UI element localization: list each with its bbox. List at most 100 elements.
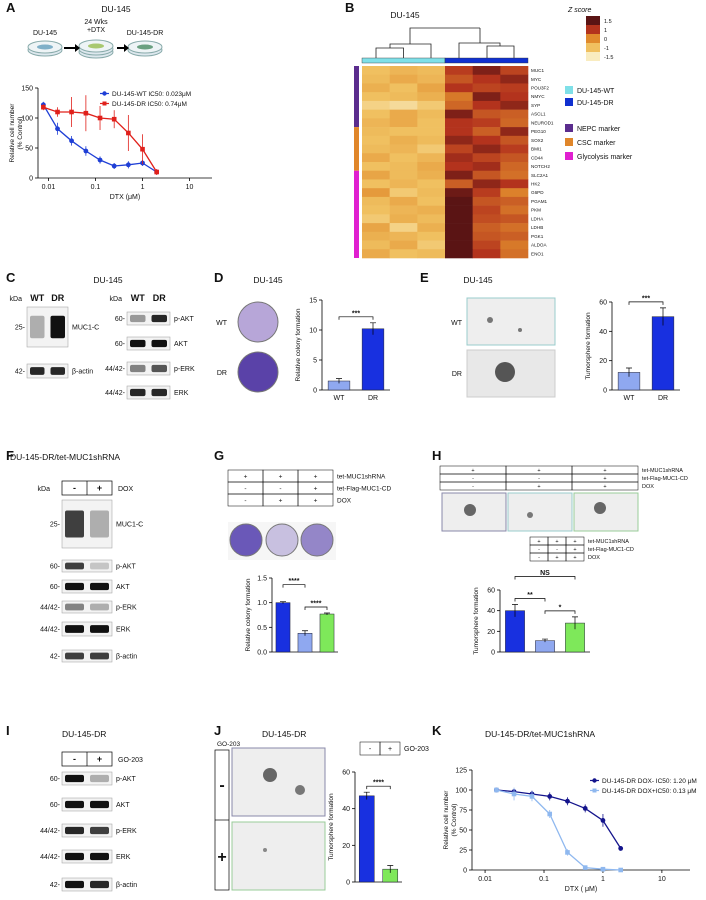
error-bar	[626, 367, 632, 377]
heat-cell	[472, 188, 501, 198]
lane-label: DR	[153, 293, 166, 303]
heat-cell	[472, 214, 501, 224]
lane-label: DR	[51, 293, 64, 303]
point	[55, 109, 60, 115]
lane-label: +	[97, 483, 102, 493]
point	[111, 163, 117, 169]
x-tick-label: 0.01	[478, 876, 492, 883]
panel-letter: K	[432, 723, 442, 738]
heat-cell	[500, 109, 529, 119]
table-sign: -	[244, 497, 246, 504]
heat-cell	[389, 66, 418, 76]
table-sign: +	[537, 468, 540, 474]
heat-cell	[500, 196, 529, 206]
heat-cell	[500, 205, 529, 215]
heat-cell	[445, 214, 473, 224]
heat-cell	[417, 214, 446, 224]
x-axis-label: DTX (μM)	[110, 194, 140, 201]
gene-label: PEG10	[531, 129, 546, 134]
panel-letter: E	[420, 270, 429, 285]
heat-cell	[362, 109, 390, 119]
error-bar	[363, 791, 370, 800]
heat-cell	[500, 223, 529, 233]
heat-cell	[389, 144, 418, 154]
heat-cell	[445, 118, 473, 128]
heat-cell	[445, 144, 473, 154]
table-label: DOX	[642, 484, 654, 490]
point	[83, 148, 89, 154]
point	[97, 115, 103, 121]
band	[65, 826, 84, 835]
legend-marker	[592, 788, 597, 793]
y-tick-label: 10	[309, 328, 317, 335]
heat-cell	[389, 223, 418, 233]
heat-cell	[362, 127, 390, 137]
y-tick-label: 0	[346, 880, 350, 887]
heat-cell	[389, 118, 418, 128]
band	[65, 652, 84, 660]
heat-cell	[472, 109, 501, 119]
lane-label: WT	[30, 293, 44, 303]
error-bar	[280, 601, 286, 604]
legend-label: DU-145-DR DOX+IC50: 0.13 μM	[602, 788, 697, 795]
gene-label: ALDOA	[531, 243, 548, 248]
step-label: DU-145-DR	[127, 30, 164, 37]
point	[547, 811, 553, 817]
x-tick-label: WT	[624, 395, 636, 402]
band	[65, 582, 84, 591]
panel-title: DU-145-DR/tet-MUC1shRNA	[485, 729, 595, 739]
legend-label: DU-145-DR IC50: 0.74μM	[112, 101, 187, 108]
y-axis-label: Relative cell number	[9, 103, 16, 163]
lane-label: -	[73, 754, 76, 764]
table-cell	[297, 493, 334, 507]
gene-label: ASCL1	[531, 112, 546, 117]
table-sign: -	[369, 746, 372, 753]
bar	[361, 328, 385, 391]
gene-label: ENO1	[531, 251, 544, 256]
band	[65, 800, 84, 809]
y-tick-label: 1.5	[257, 576, 267, 583]
heat-cell	[445, 135, 473, 145]
heat-cell	[362, 100, 390, 110]
significance: *	[559, 604, 562, 611]
kda-label: kDa	[38, 486, 51, 493]
y-tick-label: 15	[309, 298, 317, 305]
legend-swatch	[565, 98, 573, 106]
table-sign: +	[244, 473, 248, 480]
table-sign: +	[314, 497, 318, 504]
gene-label: SLC2A1	[531, 173, 549, 178]
band	[90, 603, 109, 611]
gene-label: SOX2	[531, 138, 544, 143]
heat-cell	[472, 66, 501, 76]
heat-cell	[445, 223, 473, 233]
significance: ****	[289, 578, 300, 585]
size-marker: 42-	[15, 369, 26, 376]
table-sign: +	[279, 497, 283, 504]
plate-label: DR	[217, 370, 227, 377]
band	[65, 880, 84, 889]
table-cell	[565, 552, 585, 562]
heat-cell	[445, 162, 473, 172]
step-label: +DTX	[87, 27, 105, 34]
point	[69, 138, 74, 144]
point	[55, 126, 60, 132]
bar	[275, 602, 291, 653]
heat-cell	[445, 74, 473, 84]
heat-cell	[445, 249, 473, 259]
panel-letter: J	[214, 723, 221, 738]
point	[582, 865, 588, 870]
table-sign: -	[538, 547, 540, 553]
y-tick-label: 1.0	[257, 600, 267, 607]
protein-label: β-actin	[116, 654, 137, 661]
size-marker: 60-	[115, 341, 126, 348]
y-tick-label: 100	[455, 788, 467, 795]
table-label: tet-MUC1shRNA	[337, 473, 386, 480]
band	[90, 826, 109, 835]
lane-label: +	[97, 754, 102, 764]
heat-cell	[472, 205, 501, 215]
point	[494, 787, 499, 793]
heat-cell	[389, 162, 418, 172]
y-tick-label: 60	[599, 300, 607, 307]
heat-cell	[445, 109, 473, 119]
band	[30, 367, 45, 375]
